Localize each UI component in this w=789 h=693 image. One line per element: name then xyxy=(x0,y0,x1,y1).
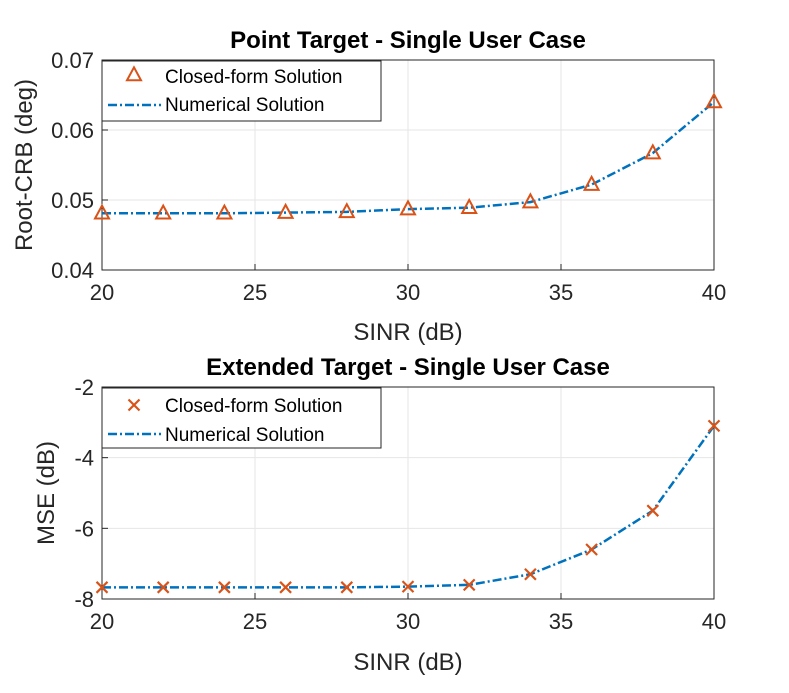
closed-form-point xyxy=(644,143,662,160)
series-layer xyxy=(95,419,721,594)
point-target-chart: Point Target - Single User Case 20 25 30 35… xyxy=(11,27,726,346)
closed-form-point xyxy=(460,197,478,214)
y-tick-label: 0.07 xyxy=(51,48,94,73)
legend-label-closed-form: Closed-form Solution xyxy=(165,396,342,417)
chart-title: Extended Target - Single User Case xyxy=(206,354,610,381)
numerical-solution-line xyxy=(102,101,715,215)
closed-form-point xyxy=(279,581,292,594)
closed-form-point xyxy=(93,203,111,220)
closed-form-point xyxy=(95,581,109,594)
x-tick-label: 25 xyxy=(243,280,267,305)
legend-label-numerical: Numerical Solution xyxy=(165,95,324,116)
x-tick-label: 30 xyxy=(396,609,420,634)
tick-labels: 20 25 30 35 40 -8 -6 -4 -2 xyxy=(74,375,726,634)
closed-form-point xyxy=(401,580,415,593)
y-tick-label: 0.06 xyxy=(51,118,94,143)
y-tick-label: 0.04 xyxy=(51,258,94,283)
legend: Closed-form Solution Numerical Solution xyxy=(101,60,382,122)
legend-marker-closed-form xyxy=(125,65,143,82)
closed-form-point xyxy=(705,92,723,109)
y-tick-label: -2 xyxy=(74,375,94,400)
x-tick-label: 30 xyxy=(396,280,420,305)
closed-form-point xyxy=(338,202,356,219)
closed-form-point xyxy=(462,578,476,592)
closed-form-point xyxy=(585,543,598,556)
closed-form-point xyxy=(707,419,721,433)
x-axis-label: SINR (dB) xyxy=(353,649,462,676)
x-axis-label: SINR (dB) xyxy=(353,319,462,346)
y-axis-label: MSE (dB) xyxy=(33,441,60,545)
x-tick-label: 35 xyxy=(549,280,573,305)
x-tick-label: 40 xyxy=(702,609,726,634)
x-tick-label: 20 xyxy=(90,280,114,305)
x-tick-label: 20 xyxy=(90,609,114,634)
series-layer xyxy=(93,92,723,220)
legend-marker-closed-form xyxy=(127,398,141,412)
closed-form-point xyxy=(276,202,295,219)
closed-form-point xyxy=(524,567,537,581)
x-tick-label: 35 xyxy=(549,609,573,634)
legend-box xyxy=(101,387,382,449)
x-tick-label: 40 xyxy=(702,280,726,305)
legend-label-numerical: Numerical Solution xyxy=(165,425,324,446)
y-axis-label: Root-CRB (deg) xyxy=(11,79,38,251)
legend-box xyxy=(101,60,382,122)
extended-target-chart: Extended Target - Single User Case 20 25 3… xyxy=(33,354,726,676)
tick-labels: 20 25 30 35 40 0.04 0.05 0.06 0.07 xyxy=(51,48,726,305)
y-tick-label: 0.05 xyxy=(51,188,94,213)
closed-form-point xyxy=(340,581,354,594)
closed-form-point xyxy=(399,199,417,216)
y-tick-label: -6 xyxy=(74,516,94,541)
closed-form-point xyxy=(521,192,540,209)
legend-marker xyxy=(127,398,141,412)
closed-form-point xyxy=(646,504,660,517)
legend-marker xyxy=(125,65,143,82)
closed-form-point xyxy=(582,174,601,191)
closed-form-point xyxy=(218,581,231,594)
y-tick-label: -8 xyxy=(74,587,94,612)
legend-label-closed-form: Closed-form Solution xyxy=(165,67,342,88)
closed-form-point xyxy=(215,203,234,220)
closed-form-point xyxy=(156,581,170,594)
y-tick-label: -4 xyxy=(74,446,94,471)
x-tick-label: 25 xyxy=(243,609,267,634)
legend: Closed-form Solution Numerical Solution xyxy=(101,387,382,449)
chart-title: Point Target - Single User Case xyxy=(230,27,586,54)
closed-form-point xyxy=(154,203,172,220)
